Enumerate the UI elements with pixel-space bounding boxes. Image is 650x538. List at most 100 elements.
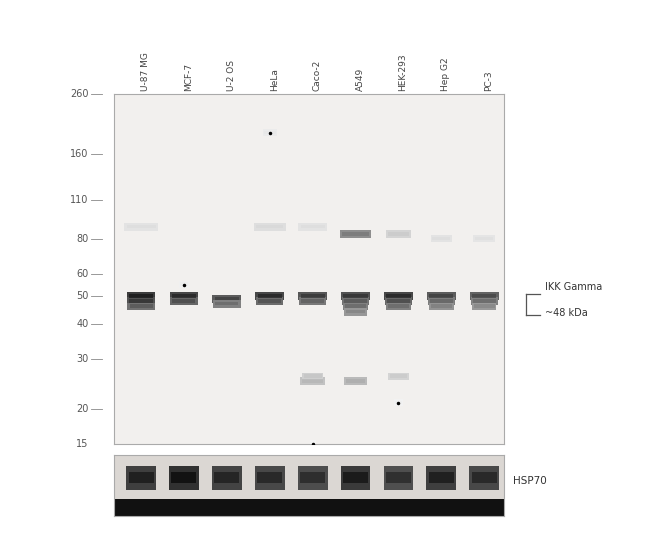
Text: Hep G2: Hep G2 — [441, 57, 450, 90]
Bar — [432, 237, 450, 240]
Text: 30: 30 — [77, 354, 88, 364]
Bar — [345, 305, 366, 308]
Bar — [384, 466, 413, 490]
Bar — [213, 300, 240, 308]
Bar — [302, 379, 323, 383]
Bar — [387, 299, 410, 303]
Text: PC-3: PC-3 — [484, 70, 493, 90]
Text: 40: 40 — [77, 318, 88, 329]
Bar — [169, 466, 199, 490]
Bar — [395, 400, 402, 404]
Bar — [472, 471, 497, 483]
Bar — [343, 294, 368, 298]
Bar — [257, 294, 282, 298]
Bar — [346, 310, 365, 313]
Bar — [214, 471, 239, 483]
Bar — [256, 298, 283, 305]
Bar — [301, 299, 324, 303]
Bar — [298, 223, 327, 231]
Bar — [298, 466, 328, 490]
Bar — [302, 373, 324, 380]
Bar — [114, 499, 504, 516]
Text: A549: A549 — [356, 67, 365, 90]
Bar — [214, 296, 239, 300]
Bar — [344, 308, 367, 316]
Bar — [124, 223, 159, 231]
Bar — [384, 293, 413, 300]
Bar — [472, 294, 497, 298]
Bar — [340, 230, 371, 238]
Bar — [430, 235, 452, 243]
Bar — [344, 299, 367, 303]
Bar — [388, 373, 409, 380]
Bar — [179, 282, 188, 286]
Bar — [258, 299, 281, 303]
Bar — [428, 298, 455, 305]
Text: ~48 kDa: ~48 kDa — [545, 308, 588, 318]
Bar — [386, 230, 411, 238]
Text: 110: 110 — [70, 195, 88, 204]
Bar — [429, 471, 454, 483]
Bar — [429, 303, 454, 310]
Bar — [129, 294, 153, 298]
Text: HSP70: HSP70 — [512, 476, 546, 486]
Text: HEK-293: HEK-293 — [398, 53, 408, 90]
Bar — [341, 466, 370, 490]
Text: U-87 MG: U-87 MG — [141, 52, 150, 90]
Bar — [431, 305, 452, 308]
Bar — [172, 299, 196, 303]
Text: 15: 15 — [76, 439, 88, 449]
Bar — [429, 294, 454, 298]
Bar — [310, 440, 315, 448]
Bar — [427, 293, 456, 300]
Bar — [264, 131, 276, 134]
Bar — [343, 232, 369, 236]
Bar — [430, 299, 453, 303]
Bar — [254, 223, 285, 231]
Bar — [473, 299, 496, 303]
Text: HeLa: HeLa — [270, 68, 279, 90]
Bar — [426, 466, 456, 490]
Bar — [472, 303, 497, 310]
Bar — [170, 293, 198, 300]
Bar — [475, 237, 493, 240]
Bar — [342, 298, 369, 305]
Bar — [299, 298, 326, 305]
Bar — [298, 293, 327, 300]
Text: IKK Gamma: IKK Gamma — [545, 282, 602, 292]
Text: MCF-7: MCF-7 — [184, 62, 193, 90]
Bar — [390, 374, 407, 378]
Bar — [179, 281, 189, 288]
Bar — [310, 442, 315, 445]
Bar — [170, 298, 198, 305]
Text: 20: 20 — [76, 404, 88, 414]
Bar — [300, 377, 325, 385]
Bar — [386, 471, 411, 483]
Bar — [126, 466, 156, 490]
Bar — [127, 225, 155, 228]
Text: 80: 80 — [77, 233, 88, 244]
Text: Caco-2: Caco-2 — [313, 59, 322, 90]
Text: 260: 260 — [70, 89, 88, 99]
Bar — [346, 379, 365, 383]
Bar — [344, 377, 367, 385]
Text: U-2 OS: U-2 OS — [227, 60, 236, 90]
Bar — [213, 295, 241, 302]
Bar — [385, 298, 412, 305]
Bar — [212, 466, 242, 490]
Bar — [388, 232, 409, 236]
Bar — [386, 294, 411, 298]
Bar — [257, 225, 283, 228]
Bar — [215, 302, 239, 305]
Bar — [386, 303, 411, 310]
Bar — [471, 298, 498, 305]
Bar — [255, 293, 284, 300]
Bar — [127, 293, 155, 300]
Bar — [300, 471, 325, 483]
Bar — [343, 303, 368, 310]
Bar — [300, 294, 325, 298]
Bar — [341, 293, 370, 300]
Text: 60: 60 — [77, 269, 88, 279]
Bar — [470, 293, 499, 300]
Bar — [127, 303, 155, 310]
